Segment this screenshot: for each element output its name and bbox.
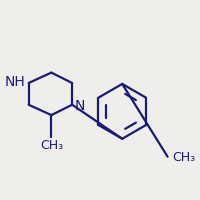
Text: CH₃: CH₃ [172,151,195,164]
Text: CH₃: CH₃ [40,139,63,152]
Text: NH: NH [5,75,26,89]
Text: N: N [74,99,85,113]
